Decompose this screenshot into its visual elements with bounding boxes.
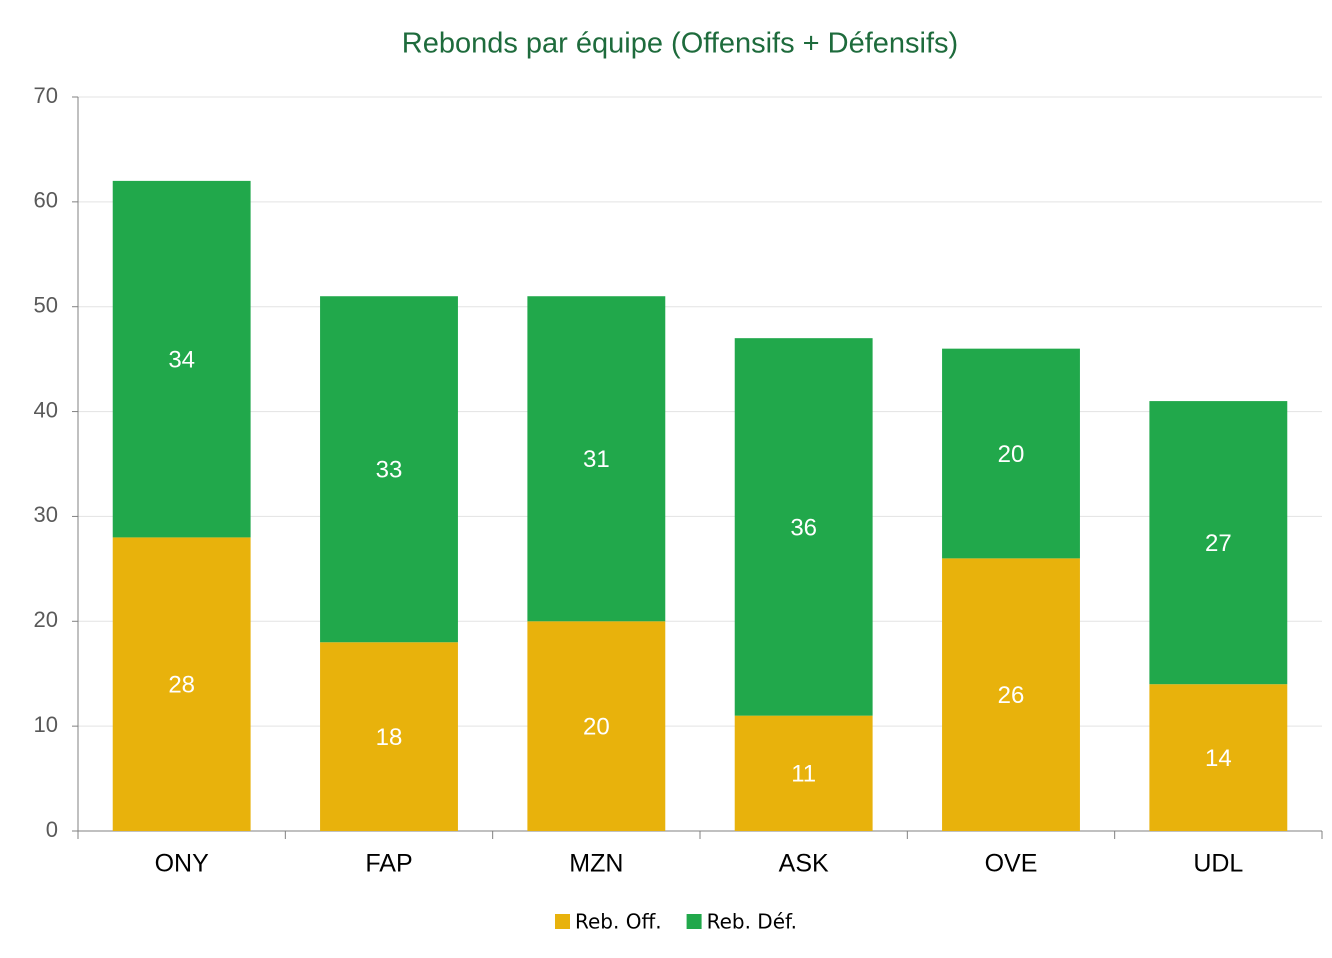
y-tick-label: 50 [34,293,58,318]
bar-segment [1149,401,1288,685]
legend-swatch [555,914,570,929]
bar-segment [734,338,873,716]
data-label: 11 [791,761,816,788]
legend-swatch [686,914,702,929]
bar-segment [527,621,666,831]
y-tick-label: 40 [34,397,58,422]
bar-segment [1149,684,1288,831]
bar-segment [320,642,458,831]
y-tick-label: 70 [34,83,58,108]
y-tick-label: 10 [34,712,58,737]
y-tick-label: 30 [34,502,58,527]
data-label: 27 [1205,530,1232,557]
bar-segment [320,296,458,643]
chart-title: Rebonds par équipe (Offensifs + Défensif… [402,28,958,60]
legend-label: Reb. Off. [575,910,662,934]
x-tick-label: ASK [779,850,829,878]
x-tick-label: MZN [569,850,623,878]
data-label: 20 [583,713,610,740]
bar-segment [942,558,1080,831]
x-tick-label: OVE [985,850,1038,878]
bar-segment [734,715,873,831]
data-label: 18 [376,724,403,751]
y-tick-label: 20 [34,607,58,632]
bar-segment [112,180,251,538]
data-label: 33 [376,457,403,484]
data-label: 31 [583,446,610,473]
x-tick-label: FAP [365,850,412,878]
data-label: 34 [168,346,195,373]
x-tick-label: UDL [1193,850,1243,878]
bar-segment [942,348,1080,559]
bar-segment [112,537,251,831]
x-tick-label: ONY [155,850,210,878]
data-label: 36 [790,514,817,541]
y-tick-label: 60 [34,188,58,213]
data-label: 20 [998,441,1025,468]
data-label: 28 [168,672,195,699]
legend-label: Reb. Déf. [707,910,797,934]
y-tick-label: 0 [46,817,58,842]
data-label: 14 [1205,745,1232,772]
data-label: 26 [998,682,1025,709]
bar-segment [527,296,666,622]
